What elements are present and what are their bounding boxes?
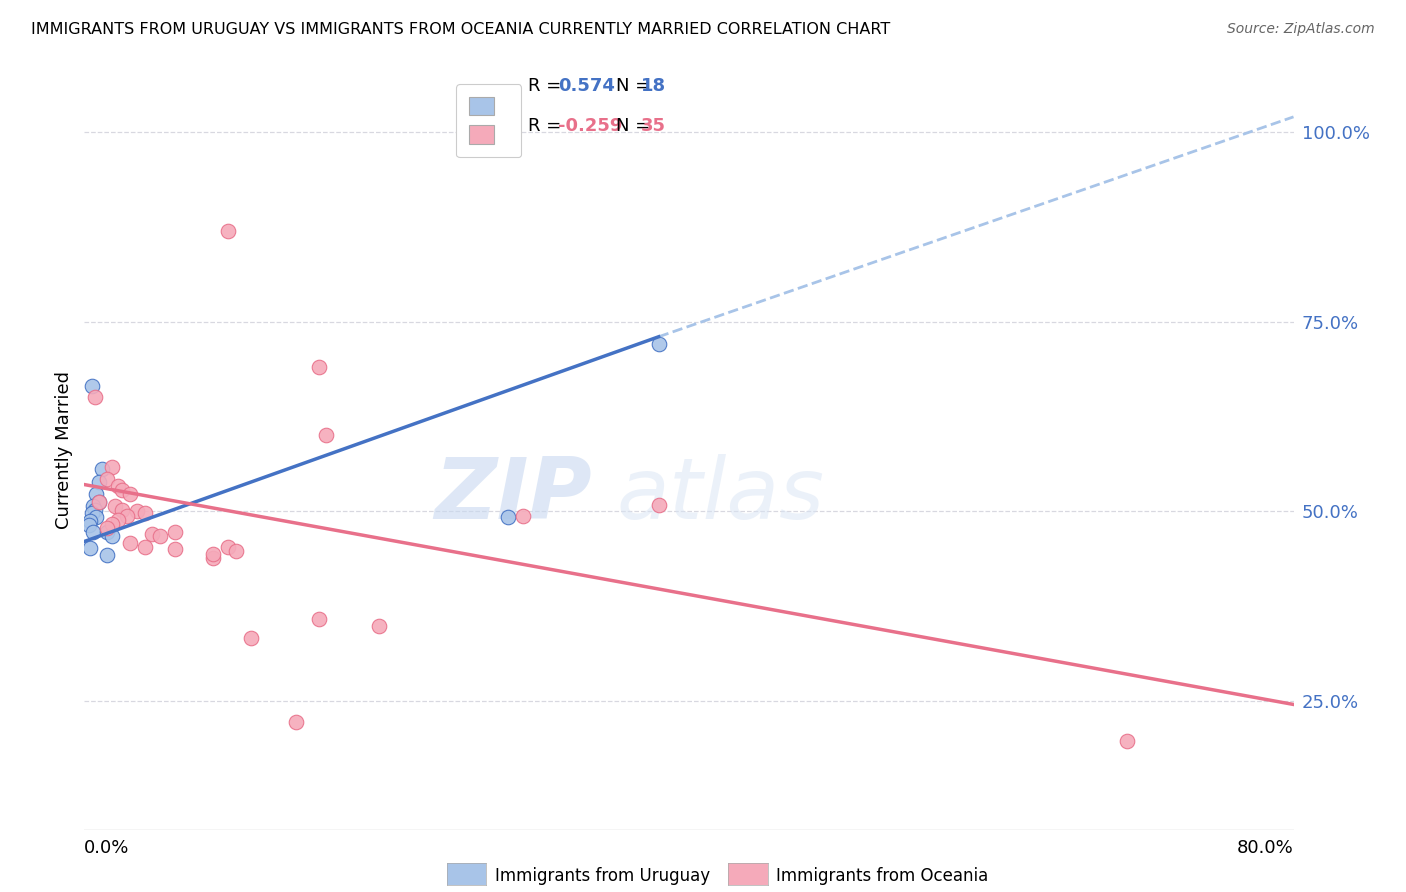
Point — [165, 541, 187, 557]
Point — [86, 510, 108, 524]
Point — [84, 502, 107, 516]
Text: Immigrants from Uruguay: Immigrants from Uruguay — [495, 867, 710, 885]
Point — [96, 471, 118, 485]
Text: 0.574: 0.574 — [558, 77, 616, 95]
Point — [100, 460, 122, 475]
Point — [201, 551, 224, 566]
Point — [134, 540, 156, 554]
Point — [89, 475, 111, 490]
Text: Source: ZipAtlas.com: Source: ZipAtlas.com — [1227, 22, 1375, 37]
Point — [165, 524, 187, 539]
Text: 0.0%: 0.0% — [84, 838, 129, 856]
Point — [308, 359, 330, 375]
Point — [79, 514, 101, 528]
Point — [225, 543, 247, 558]
Point — [86, 487, 108, 501]
Point — [100, 529, 122, 543]
Point — [496, 510, 519, 524]
Text: R =: R = — [529, 77, 567, 95]
Text: 80.0%: 80.0% — [1237, 838, 1294, 856]
Point — [89, 495, 111, 509]
Point — [96, 525, 118, 540]
Text: -0.259: -0.259 — [558, 117, 623, 135]
Point — [77, 517, 100, 532]
Point — [107, 513, 129, 527]
Y-axis label: Currently Married: Currently Married — [55, 371, 73, 530]
Text: Immigrants from Oceania: Immigrants from Oceania — [776, 867, 988, 885]
Point — [96, 548, 118, 562]
Point — [96, 521, 118, 535]
Point — [141, 526, 163, 541]
Point — [82, 525, 104, 540]
Point — [84, 391, 107, 405]
Point — [91, 462, 114, 476]
Point — [80, 507, 103, 521]
Point — [89, 495, 111, 509]
Text: 35: 35 — [641, 117, 665, 135]
Point — [115, 509, 138, 524]
Point — [217, 540, 239, 554]
Point — [134, 506, 156, 520]
Point — [104, 499, 127, 513]
Point — [82, 499, 104, 513]
Text: ZIP: ZIP — [434, 454, 592, 538]
Text: IMMIGRANTS FROM URUGUAY VS IMMIGRANTS FROM OCEANIA CURRENTLY MARRIED CORRELATION: IMMIGRANTS FROM URUGUAY VS IMMIGRANTS FR… — [31, 22, 890, 37]
Point — [79, 541, 101, 555]
Point — [80, 379, 103, 393]
Point — [648, 337, 671, 351]
Point — [107, 479, 129, 493]
Point — [315, 428, 337, 442]
Text: R =: R = — [529, 117, 567, 135]
Text: N =: N = — [616, 117, 657, 135]
Point — [100, 516, 122, 531]
Text: N =: N = — [616, 77, 657, 95]
Legend: , : , — [456, 84, 522, 157]
Point — [111, 483, 134, 497]
Point — [149, 529, 172, 543]
Point — [648, 498, 671, 512]
Point — [201, 547, 224, 561]
Point — [118, 536, 141, 550]
Point — [1116, 734, 1139, 748]
Point — [512, 509, 534, 524]
Point — [368, 619, 391, 633]
Point — [217, 223, 239, 237]
Point — [285, 714, 308, 729]
Point — [111, 502, 134, 516]
Text: 18: 18 — [641, 77, 665, 95]
Point — [239, 631, 262, 645]
Point — [118, 486, 141, 500]
Point — [127, 504, 149, 518]
Text: atlas: atlas — [616, 454, 824, 538]
Point — [308, 612, 330, 626]
